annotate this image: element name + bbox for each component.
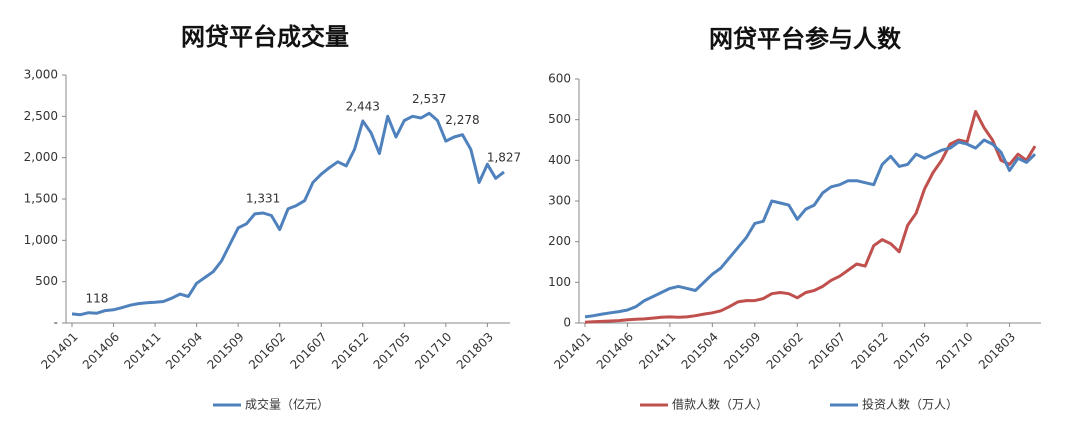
x-tick-label: 201504	[679, 330, 721, 372]
y-tick-label: 500	[548, 112, 571, 126]
x-tick-label: 201401	[38, 330, 80, 372]
legend-label: 投资人数（万人）	[862, 397, 958, 412]
x-tick-label: 201504	[163, 330, 205, 372]
x-tick-label: 201607	[806, 330, 848, 372]
data-label: 2,537	[412, 92, 446, 106]
y-tick-label: 1,000	[24, 233, 58, 247]
y-tick-label: 2,500	[24, 109, 58, 123]
data-label: 1,827	[487, 150, 521, 164]
y-tick-label: 100	[548, 275, 571, 289]
y-tick-label: 400	[548, 153, 571, 167]
y-tick-label: 1,500	[24, 192, 58, 206]
chart-title: 网贷平台成交量	[181, 23, 349, 51]
y-tick-label: -	[54, 316, 58, 330]
x-tick-label: 201710	[933, 330, 975, 372]
x-tick-label: 201705	[371, 330, 413, 372]
x-tick-label: 201612	[329, 330, 371, 372]
y-tick-label: 500	[35, 274, 58, 288]
x-tick-label: 201612	[848, 330, 890, 372]
y-tick-label: 2,000	[24, 150, 58, 164]
data-label: 1,331	[246, 191, 280, 205]
legend-label: 借款人数（万人）	[672, 397, 768, 412]
x-tick-label: 201401	[551, 330, 593, 372]
x-tick-label: 201602	[246, 330, 288, 372]
y-tick-label: 600	[548, 72, 571, 86]
data-label: 2,443	[346, 100, 380, 114]
x-tick-label: 201602	[764, 330, 806, 372]
x-tick-label: 201710	[412, 330, 454, 372]
data-label: 2,278	[445, 113, 479, 127]
x-tick-label: 201803	[454, 330, 496, 372]
y-tick-label: 3,000	[24, 68, 58, 82]
data-label: 118	[85, 292, 108, 306]
x-tick-label: 201803	[976, 330, 1018, 372]
x-tick-label: 201406	[80, 330, 122, 372]
x-tick-label: 201411	[636, 330, 678, 372]
legend-label: 成交量（亿元）	[245, 397, 329, 412]
x-tick-label: 201509	[204, 330, 246, 372]
line-series	[71, 111, 505, 317]
x-tick-label: 201607	[288, 330, 330, 372]
y-tick-label: 300	[548, 194, 571, 208]
y-tick-label: 0	[563, 316, 571, 330]
x-tick-label: 201705	[891, 330, 933, 372]
x-tick-label: 201406	[594, 330, 636, 372]
line-series	[584, 138, 1037, 319]
x-tick-label: 201509	[721, 330, 763, 372]
chart-title: 网贷平台参与人数	[709, 25, 902, 53]
x-tick-label: 201411	[121, 330, 163, 372]
y-tick-label: 200	[548, 234, 571, 248]
line-series	[584, 110, 1037, 324]
